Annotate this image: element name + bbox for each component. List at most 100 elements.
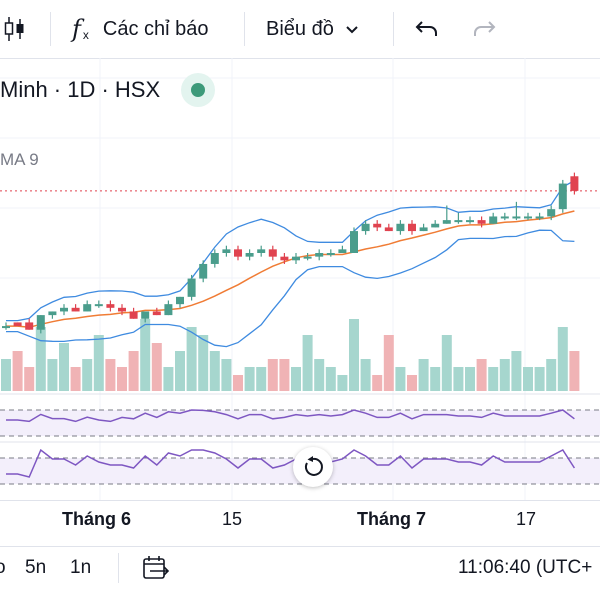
candle	[152, 311, 161, 316]
top-toolbar: f x Các chỉ báo Biểu đồ	[0, 0, 600, 59]
volume-bar	[453, 367, 464, 391]
bollinger-upper-line	[6, 180, 575, 322]
candle	[326, 253, 335, 255]
volume-bar	[233, 375, 243, 391]
candle	[268, 249, 277, 257]
candle	[442, 220, 451, 224]
moving-average-line	[6, 210, 575, 329]
candle	[547, 209, 556, 217]
candle	[384, 227, 393, 232]
volume-bar	[267, 359, 278, 391]
volume-bar	[105, 359, 116, 391]
candle	[234, 249, 242, 257]
volume-bar	[476, 359, 487, 391]
undo-icon	[415, 21, 437, 36]
candle	[408, 223, 416, 232]
bottom-bar: o 5n 1n 11:06:40 (UTC+	[0, 546, 600, 601]
volume-bar	[418, 359, 429, 391]
candle	[187, 278, 196, 297]
candle	[570, 176, 579, 191]
candle	[419, 227, 428, 232]
candle	[199, 263, 208, 279]
candle	[13, 322, 22, 327]
time-tick: 17	[516, 509, 537, 529]
chevron-down-icon	[346, 26, 358, 34]
indicators-button[interactable]: f x Các chỉ báo	[72, 0, 209, 58]
toolbar-divider	[244, 12, 245, 46]
volume-bar	[395, 367, 406, 391]
candle	[292, 256, 300, 261]
volume-bar	[198, 335, 209, 391]
candle	[477, 220, 486, 224]
candle	[373, 223, 382, 228]
candle	[466, 220, 474, 223]
volume-bar	[407, 375, 417, 391]
candles-icon[interactable]	[4, 0, 26, 58]
volume-bar	[93, 335, 104, 391]
market-status-dot[interactable]	[181, 73, 215, 107]
candle	[431, 223, 440, 228]
volume-bar	[499, 359, 510, 391]
interval-1d-button[interactable]: 1n	[70, 557, 92, 578]
volume-bar	[186, 327, 197, 391]
symbol-legend[interactable]: Minh · 1D · HSX	[0, 72, 160, 108]
volume-bar	[279, 359, 290, 391]
candle	[71, 307, 80, 312]
volume-bar	[465, 367, 475, 391]
candle	[176, 296, 184, 305]
time-axis[interactable]: Tháng 6 15 Tháng 7 17	[0, 500, 600, 535]
candle	[489, 216, 498, 224]
candle	[512, 216, 521, 219]
time-tick: Tháng 6	[62, 509, 132, 529]
volume-bar	[82, 359, 93, 391]
price-chart[interactable]	[0, 58, 600, 500]
volume-bar	[488, 367, 499, 391]
candle	[36, 315, 45, 330]
candle	[60, 307, 68, 312]
volume-bar	[337, 375, 348, 391]
redo-button[interactable]	[471, 0, 497, 58]
reset-chart-button[interactable]	[293, 447, 333, 487]
candle	[106, 304, 115, 308]
candle	[164, 304, 173, 316]
volume-bar	[557, 327, 568, 391]
candle	[222, 249, 231, 253]
volume-bar	[314, 359, 325, 391]
candle	[210, 253, 219, 264]
volume-bar	[325, 367, 336, 391]
candle	[141, 311, 150, 319]
volume-bar	[209, 351, 220, 391]
calendar-arrow-icon	[143, 556, 170, 579]
volume-bar	[569, 351, 580, 391]
volume-bar	[349, 319, 359, 391]
interval-5d-button[interactable]: 5n	[25, 557, 47, 578]
candle	[350, 231, 358, 253]
candle	[558, 183, 567, 210]
candle	[280, 256, 289, 261]
undo-button[interactable]	[414, 0, 440, 58]
volume-bar	[1, 359, 11, 391]
oscillator-2-line	[6, 448, 576, 478]
interval-partial[interactable]: o	[0, 557, 6, 578]
volume-bar	[523, 367, 533, 391]
chart-type-button[interactable]: Biểu đồ	[266, 0, 360, 58]
volume-bar	[430, 367, 441, 391]
clock-timezone[interactable]: 11:06:40 (UTC+	[458, 557, 593, 578]
candle	[303, 256, 312, 259]
toolbar-divider	[393, 12, 394, 46]
volume-bar	[163, 367, 174, 391]
candle	[338, 249, 347, 253]
time-tick: 15	[222, 509, 243, 529]
volume-bar	[151, 343, 162, 391]
candle	[48, 311, 57, 316]
candle	[25, 322, 34, 330]
volume-bar	[35, 327, 46, 391]
candle	[315, 253, 324, 257]
volume-bar	[546, 359, 557, 391]
date-range-button[interactable]	[142, 547, 170, 589]
indicators-label: Các chỉ báo	[102, 17, 209, 40]
function-icon: f	[72, 15, 81, 43]
volume-bar	[511, 351, 522, 391]
ma-indicator-label[interactable]: MA 9	[0, 150, 39, 169]
candle	[396, 223, 405, 232]
